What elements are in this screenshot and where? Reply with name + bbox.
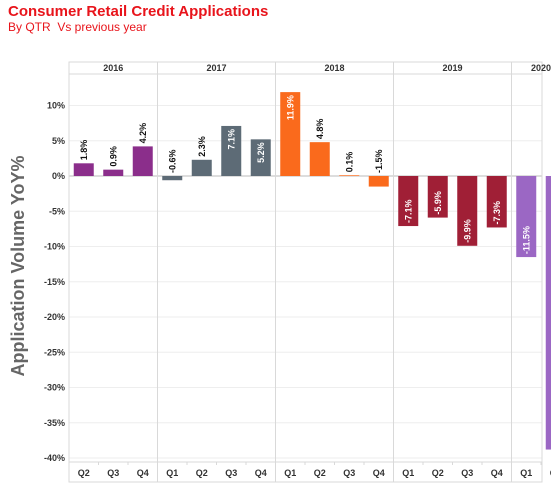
y-tick-label: -30% — [44, 383, 65, 393]
x-tick-label: Q2 — [550, 468, 551, 478]
data-label: 4.8% — [315, 119, 325, 140]
x-tick-label: Q3 — [461, 468, 473, 478]
y-tick-label: -5% — [49, 206, 65, 216]
y-tick-label: -25% — [44, 347, 65, 357]
bar — [309, 142, 330, 176]
x-tick-label: Q2 — [78, 468, 90, 478]
bar — [73, 163, 94, 176]
data-label: 5.2% — [256, 142, 266, 163]
bar — [103, 169, 124, 176]
year-header: 2016 — [103, 63, 123, 73]
x-tick-label: Q4 — [137, 468, 149, 478]
data-label: -11.5% — [521, 226, 531, 254]
data-label: 1.8% — [79, 140, 89, 161]
data-label: -7.1% — [403, 200, 413, 224]
data-label: -0.6% — [167, 149, 177, 173]
y-tick-label: 0% — [52, 171, 65, 181]
data-label: 0.1% — [344, 152, 354, 173]
bar — [368, 176, 389, 187]
y-tick-label: -15% — [44, 277, 65, 287]
data-label: -5.9% — [433, 191, 443, 215]
y-tick-label: -35% — [44, 418, 65, 428]
bar — [162, 176, 183, 181]
chart-subtitle: By QTR Vs previous year — [8, 20, 147, 34]
chart-title: Consumer Retail Credit Applications — [8, 3, 269, 20]
bar — [457, 176, 478, 246]
x-tick-label: Q4 — [373, 468, 385, 478]
x-tick-label: Q4 — [255, 468, 267, 478]
bar — [398, 176, 419, 227]
bar — [545, 176, 551, 450]
x-tick-label: Q3 — [107, 468, 119, 478]
bar — [486, 176, 507, 228]
y-tick-label: 10% — [47, 101, 65, 111]
x-tick-label: Q1 — [284, 468, 296, 478]
data-label: 4.2% — [138, 123, 148, 144]
bar — [427, 176, 448, 218]
data-label: -9.9% — [462, 219, 472, 243]
data-label: -1.5% — [374, 149, 384, 173]
bar — [132, 146, 153, 176]
year-header: 2017 — [206, 63, 226, 73]
bar — [221, 125, 242, 176]
y-tick-label: -40% — [44, 453, 65, 463]
x-tick-label: Q3 — [225, 468, 237, 478]
y-tick-label: -20% — [44, 312, 65, 322]
x-tick-label: Q4 — [491, 468, 503, 478]
x-tick-label: Q2 — [196, 468, 208, 478]
data-label: 11.9% — [285, 95, 295, 120]
x-tick-label: Q2 — [432, 468, 444, 478]
plot-frame — [68, 61, 543, 483]
bar — [280, 92, 301, 176]
label-layer: 1.8% 0.9% 4.2% -0.6% 2.3% 7.1% 5.2% 11.9% 4.8% 0.… — [79, 95, 551, 446]
bar — [250, 139, 271, 176]
data-label: 0.9% — [108, 146, 118, 167]
bar — [339, 175, 360, 176]
y-tick-label: 5% — [52, 136, 65, 146]
x-tick-label: Q1 — [520, 468, 532, 478]
bar — [191, 159, 212, 176]
year-header: 2019 — [442, 63, 462, 73]
data-label: 7.1% — [226, 129, 236, 150]
data-label: -7.3% — [492, 201, 502, 225]
y-axis-label: Application Volume YoY% — [8, 155, 28, 376]
x-tick-label: Q3 — [343, 468, 355, 478]
axis-layer: 10% 5% 0% -5% -10% -15% -20% -25% -30% -35% -40% 20… — [44, 63, 551, 478]
data-label: 2.3% — [197, 136, 207, 157]
year-header: 2020 — [531, 63, 551, 73]
x-tick-label: Q1 — [402, 468, 414, 478]
bar — [516, 176, 537, 258]
x-tick-label: Q1 — [166, 468, 178, 478]
bar-layer — [73, 92, 551, 450]
frame-layer — [68, 61, 543, 483]
year-header: 2018 — [324, 63, 344, 73]
x-tick-label: Q2 — [314, 468, 326, 478]
y-tick-label: -10% — [44, 242, 65, 252]
